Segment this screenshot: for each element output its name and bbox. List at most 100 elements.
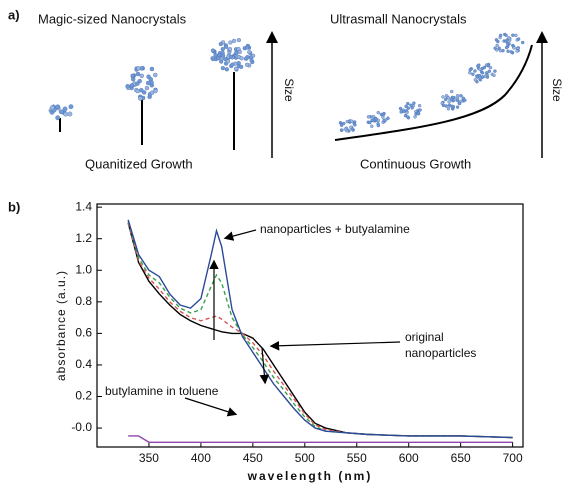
cluster-dot [376,110,380,115]
cluster-dot [381,112,386,117]
cluster-dot [398,106,403,111]
cluster-dot [227,47,233,52]
cluster-dot [149,66,155,72]
y-tick-label: 0.8 [75,294,92,308]
cluster-dot [478,78,483,82]
annotation: original [405,330,444,344]
y-axis-label: absorbance (a.u.) [54,270,68,381]
cluster-dot [224,67,229,72]
cluster-dot [228,40,233,45]
cluster-dot [455,105,460,109]
panel-caption: Quanitized Growth [85,156,193,171]
cluster-dot [486,64,490,68]
cluster-dot [218,41,223,47]
y-tick-label: 1.2 [75,231,92,245]
cluster-dot [244,45,250,50]
annotation-arrow [223,229,257,241]
panel-title: Magic-sized Nanocrystals [38,11,187,26]
cluster-dot [376,123,381,128]
cluster-dot [416,111,421,116]
cluster-dot [55,104,61,110]
cluster-dot [376,118,380,123]
cluster-dot [55,115,61,121]
cluster-dot [135,71,141,77]
cluster-dot [138,96,143,101]
cluster-dot [223,44,229,49]
cluster-dot [446,107,451,111]
panel-title: Ultrasmall Nanocrystals [330,11,467,26]
panel-label: b) [8,199,20,214]
x-tick-label: 400 [191,451,211,465]
cluster-dot [478,67,482,71]
cluster-dot [450,104,454,108]
cluster-dot [137,78,142,84]
cluster-dot [476,64,480,68]
cluster-dot [444,104,448,108]
cluster-dot [516,37,521,41]
cluster-dot [446,96,451,100]
cluster-dot [399,110,403,114]
cluster-dot [447,100,451,104]
cluster-dot [485,72,489,77]
cluster-dot [443,97,448,102]
cluster-dot [125,84,130,89]
cluster-dot [386,116,390,120]
cluster-dot [473,78,478,82]
axis-label: Size [550,78,564,102]
cluster-dot [49,105,55,111]
cluster-dot [153,72,158,78]
clusters [48,32,525,133]
cluster-dot [417,103,422,108]
y-tick-label: 0.2 [75,389,92,403]
cluster-dot [468,71,472,75]
y-tick-label: 1.0 [75,262,92,276]
cluster-dot [245,55,250,60]
cluster-dot [441,103,446,108]
cluster-dot [233,66,239,71]
x-tick-label: 600 [399,451,419,465]
cluster-dot [244,62,250,67]
x-tick-label: 650 [451,451,471,465]
cluster-dot [220,66,225,71]
x-tick-label: 550 [347,451,367,465]
cluster-dot [230,62,235,67]
cluster-dot [370,124,374,128]
cluster-dot [67,111,73,117]
cluster-dot [225,59,231,64]
cluster-dot [505,41,510,46]
cluster-dot [463,98,467,102]
cluster-dot [455,98,460,103]
cluster-dot [219,59,224,64]
cluster-dot [228,54,234,59]
cluster-dot [509,50,514,54]
cluster-dot [213,53,218,58]
cluster-dot [488,65,493,70]
cluster-dot [62,106,68,112]
cluster-dot [216,56,221,61]
cluster-dot [496,39,500,44]
series-line [127,222,513,439]
cluster-dot [405,110,409,115]
axis-label: Size [282,78,296,102]
annotation-arrow [259,347,270,385]
cluster-dot [477,73,482,78]
cluster-dot [68,104,74,110]
cluster-dot [342,121,346,126]
annotation-arrow [184,397,238,417]
cluster-dot [418,108,422,112]
cluster-dot [349,125,353,129]
x-tick-label: 500 [295,451,315,465]
cluster-dot [504,33,508,37]
cluster-dot [231,38,237,43]
series-line [127,221,513,439]
cluster-dot [382,118,386,123]
cluster-dot [234,50,239,55]
cluster-dot [498,33,503,38]
y-tick-label: -0.0 [71,420,92,434]
chart: 350 400 450 500 550 600 650 700 -0.0 0.2 0.4 0.6 0.8… [54,199,524,483]
cluster-dot [366,115,371,119]
cluster-dot [130,73,135,79]
y-tick-label: 1.4 [75,199,92,213]
y-tick-label: 0.6 [75,326,92,340]
